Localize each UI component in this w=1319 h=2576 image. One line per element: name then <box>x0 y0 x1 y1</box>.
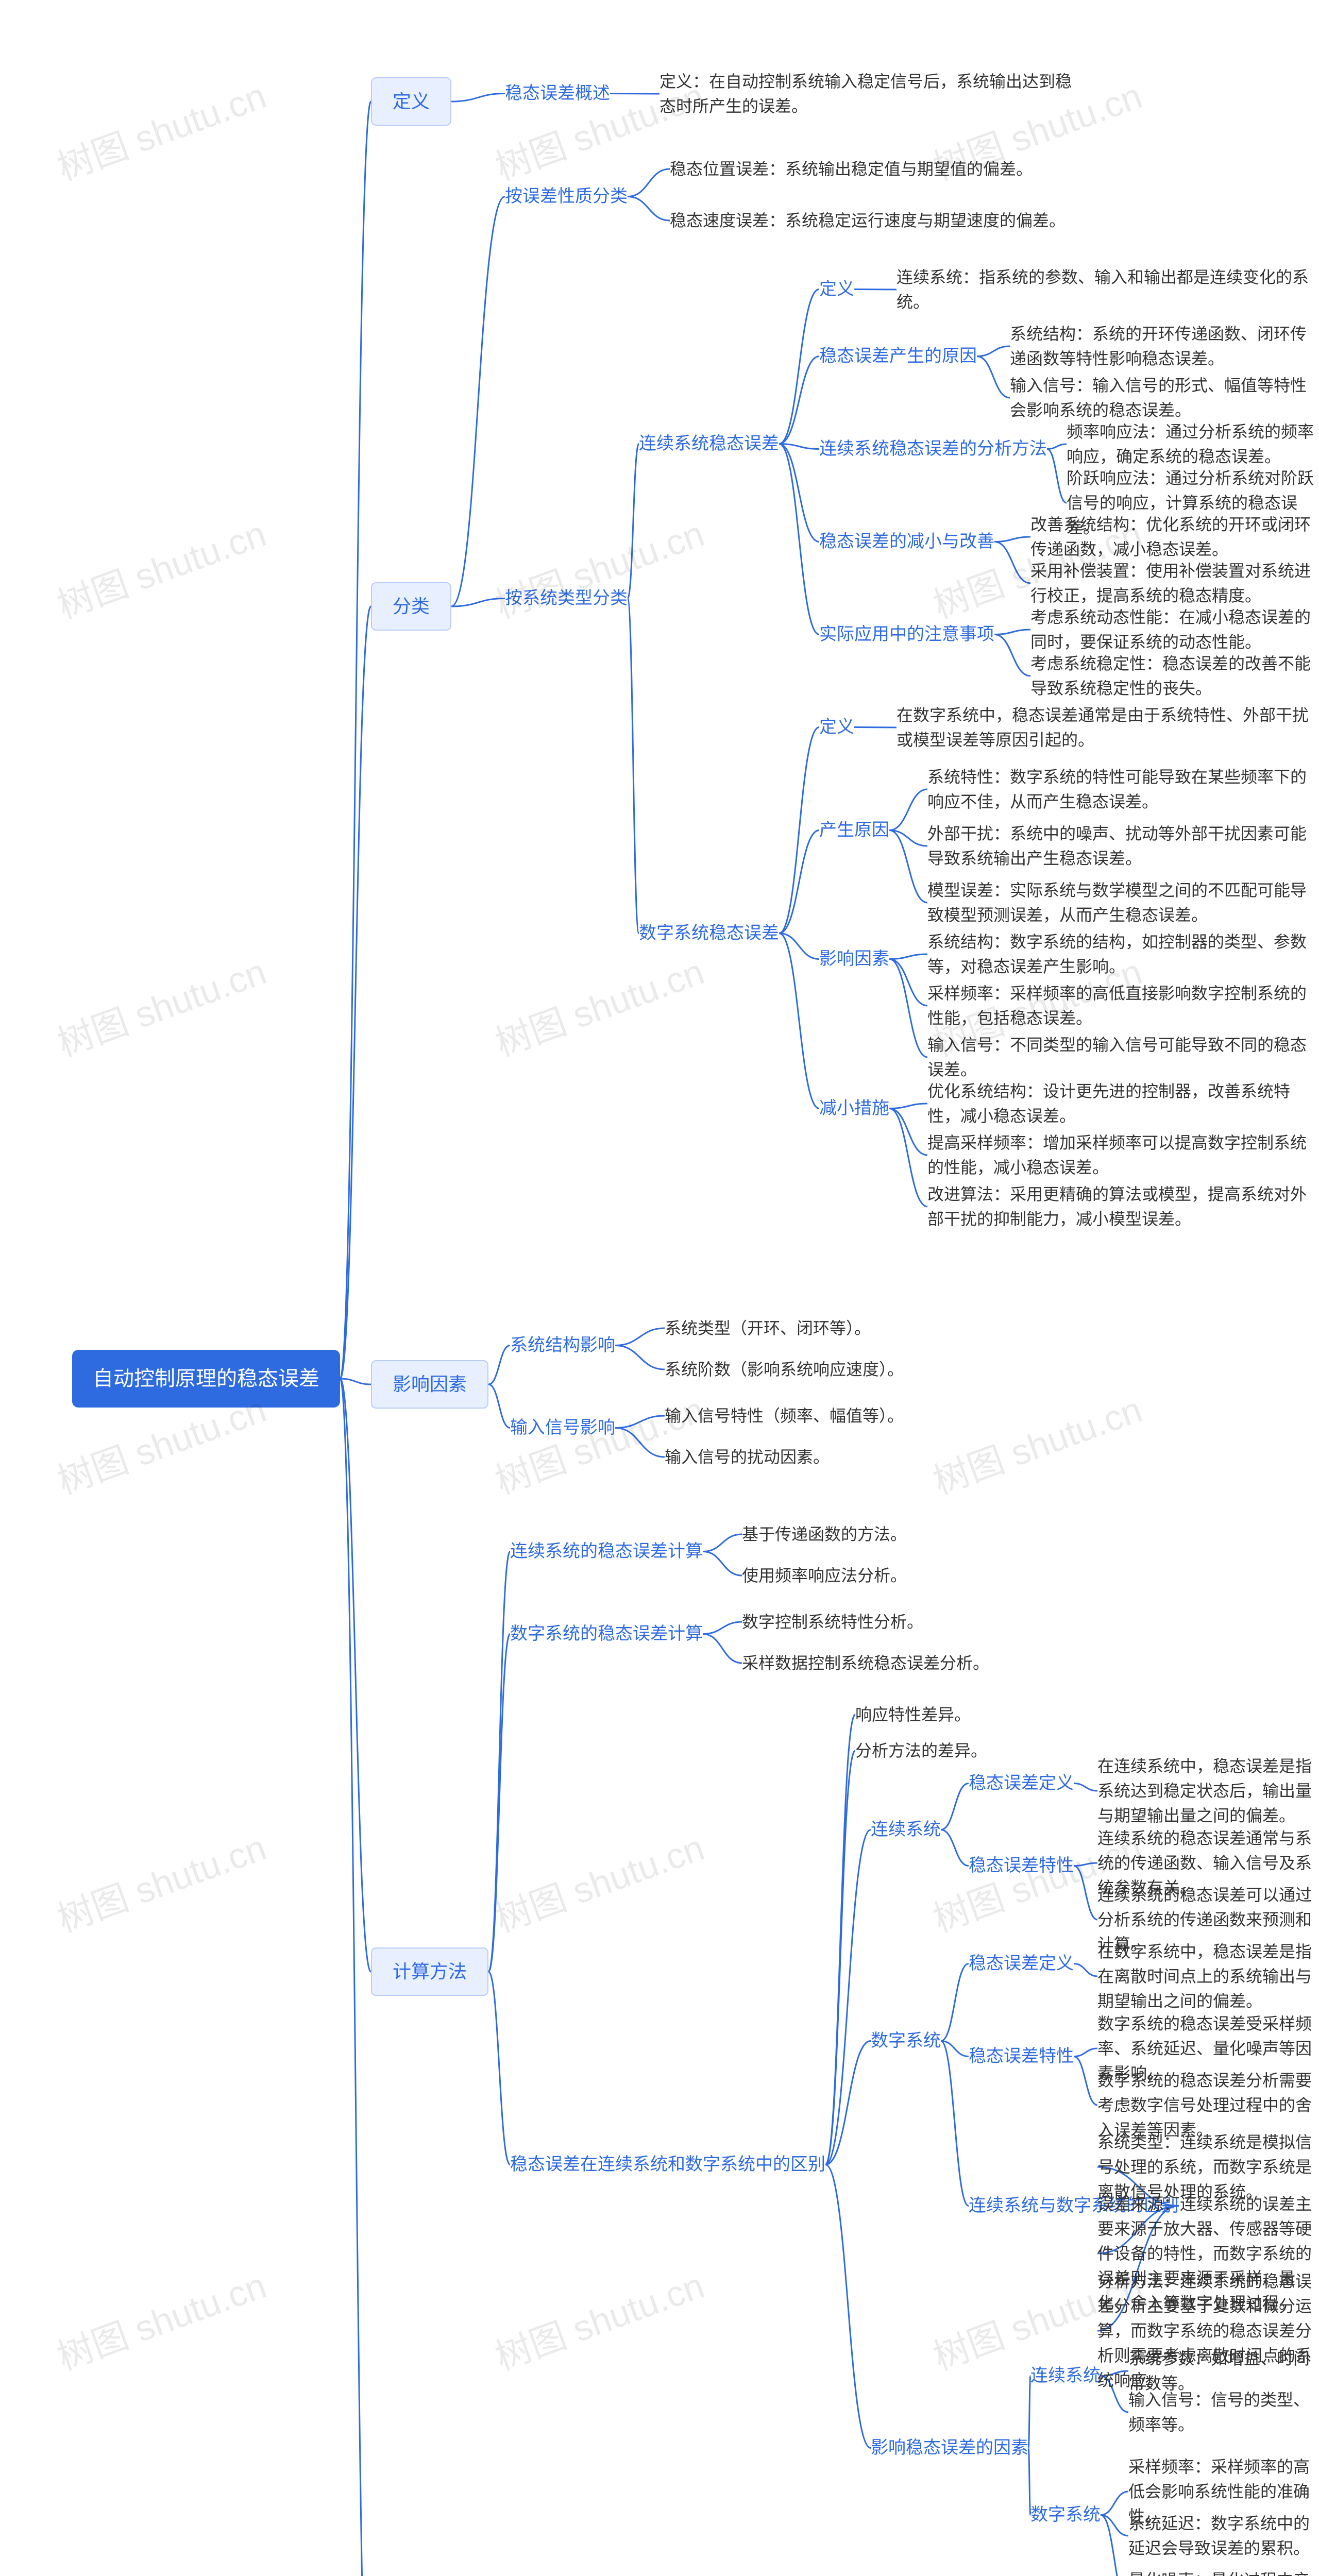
leaf-node: 模型误差：实际系统与数学模型之间的不匹配可能导致模型预测误差，从而产生稳态误差。 <box>927 876 1319 929</box>
branch-node[interactable]: 数字系统 <box>871 2025 941 2057</box>
leaf-node: 改进算法：采用更精确的算法或模型，提高系统对外部干扰的抑制能力，减小模型误差。 <box>927 1180 1319 1233</box>
branch-node[interactable]: 稳态误差概述 <box>505 77 610 110</box>
leaf-node: 采样数据控制系统稳态误差分析。 <box>742 1649 989 1677</box>
leaf-node: 稳态速度误差：系统稳定运行速度与期望速度的偏差。 <box>670 206 1066 235</box>
branch-node[interactable]: 产生原因 <box>819 814 889 846</box>
watermark: 树图 shutu.cn <box>487 1819 711 1943</box>
leaf-node: 稳态位置误差：系统输出稳定值与期望值的偏差。 <box>670 155 1033 183</box>
cat-definition[interactable]: 定义 <box>371 77 451 126</box>
watermark: 树图 shutu.cn <box>49 943 273 1067</box>
leaf-node: 考虑系统稳定性：稳态误差的改善不能导致系统稳定性的丧失。 <box>1030 649 1319 703</box>
branch-node[interactable]: 定义 <box>819 273 854 306</box>
leaf-node: 系统结构：系统的开环传递函数、闭环传递函数等特性影响稳态误差。 <box>1010 319 1319 373</box>
leaf-node: 在连续系统中，稳态误差是指系统达到稳定状态后，输出量与期望输出量之间的偏差。 <box>1097 1752 1319 1830</box>
leaf-node: 输入信号：信号的类型、频率等。 <box>1128 2385 1319 2439</box>
watermark: 树图 shutu.cn <box>49 67 273 191</box>
leaf-node: 采用补偿装置：使用补偿装置对系统进行校正，提高系统的稳态精度。 <box>1030 556 1319 610</box>
leaf-node: 系统特性：数字系统的特性可能导致在某些频率下的响应不佳，从而产生稳态误差。 <box>927 762 1319 816</box>
branch-node[interactable]: 连续系统的稳态误差计算 <box>510 1535 703 1568</box>
cat-methods[interactable]: 计算方法 <box>371 1947 488 1996</box>
leaf-node: 数字控制系统特性分析。 <box>742 1607 923 1636</box>
branch-node[interactable]: 影响因素 <box>819 943 889 975</box>
branch-node[interactable]: 影响稳态误差的因素 <box>871 2432 1028 2464</box>
branch-node[interactable]: 连续系统稳态误差 <box>639 428 779 460</box>
leaf-node: 使用频率响应法分析。 <box>742 1561 907 1590</box>
watermark: 树图 shutu.cn <box>487 943 711 1067</box>
watermark: 树图 shutu.cn <box>49 505 273 629</box>
cat-factors[interactable]: 影响因素 <box>371 1360 488 1409</box>
branch-node[interactable]: 稳态误差的减小与改善 <box>819 526 994 558</box>
leaf-node: 在数字系统中，稳态误差通常是由于系统特性、外部干扰或模型误差等原因引起的。 <box>897 701 1319 754</box>
branch-node[interactable]: 稳态误差定义 <box>969 1767 1074 1800</box>
branch-node[interactable]: 稳态误差特性 <box>969 1850 1074 1882</box>
branch-node[interactable]: 系统结构影响 <box>510 1329 615 1362</box>
branch-node[interactable]: 稳态误差特性 <box>969 2040 1074 2073</box>
leaf-node: 系统类型（开环、闭环等）。 <box>665 1314 871 1343</box>
branch-node[interactable]: 数字系统 <box>1030 2499 1101 2531</box>
leaf-node: 输入信号：输入信号的形式、幅值等特性会影响系统的稳态误差。 <box>1010 371 1319 425</box>
leaf-node: 外部干扰：系统中的噪声、扰动等外部干扰因素可能导致系统输出产生稳态误差。 <box>927 819 1319 873</box>
branch-node[interactable]: 实际应用中的注意事项 <box>819 618 994 651</box>
watermark: 树图 shutu.cn <box>49 2257 273 2381</box>
branch-node[interactable]: 定义 <box>819 711 854 743</box>
leaf-node: 提高采样频率：增加采样频率可以提高数字控制系统的性能，减小稳态误差。 <box>927 1128 1319 1182</box>
leaf-node: 考虑系统动态性能：在减小稳态误差的同时，要保证系统的动态性能。 <box>1030 603 1319 656</box>
leaf-node: 响应特性差异。 <box>855 1700 971 1729</box>
leaf-node: 采样频率：采样频率的高低直接影响数字控制系统的性能，包括稳态误差。 <box>927 979 1319 1032</box>
branch-node[interactable]: 连续系统 <box>1030 2360 1101 2392</box>
branch-node[interactable]: 数字系统稳态误差 <box>639 917 779 950</box>
leaf-node: 改善系统结构：优化系统的开环或闭环传递函数，减小稳态误差。 <box>1030 510 1319 564</box>
leaf-node: 优化系统结构：设计更先进的控制器，改善系统特性，减小稳态误差。 <box>927 1077 1319 1130</box>
branch-node[interactable]: 按误差性质分类 <box>505 180 628 213</box>
root-node[interactable]: 自动控制原理的稳态误差 <box>72 1350 340 1408</box>
leaf-node: 输入信号：不同类型的输入信号可能导致不同的稳态误差。 <box>927 1030 1319 1084</box>
leaf-node: 系统结构：数字系统的结构，如控制器的类型、参数等，对稳态误差产生影响。 <box>927 927 1319 981</box>
branch-node[interactable]: 输入信号影响 <box>510 1412 615 1444</box>
branch-node[interactable]: 减小措施 <box>819 1092 889 1125</box>
leaf-node: 输入信号特性（频率、幅值等）。 <box>665 1401 904 1430</box>
branch-node[interactable]: 稳态误差在连续系统和数字系统中的区别 <box>510 2148 825 2181</box>
leaf-node: 频率响应法：通过分析系统的频率响应，确定系统的稳态误差。 <box>1067 417 1319 471</box>
branch-node[interactable]: 按系统类型分类 <box>505 582 628 615</box>
leaf-node: 输入信号的扰动因素。 <box>665 1443 830 1471</box>
leaf-node: 定义：在自动控制系统输入稳定信号后，系统输出达到稳态时所产生的误差。 <box>660 67 1082 121</box>
watermark: 树图 shutu.cn <box>49 1819 273 1943</box>
branch-node[interactable]: 连续系统 <box>871 1814 941 1846</box>
leaf-node: 基于传递函数的方法。 <box>742 1520 907 1549</box>
branch-node[interactable]: 稳态误差产生的原因 <box>819 340 977 372</box>
leaf-node: 连续系统：指系统的参数、输入和输出都是连续变化的系统。 <box>897 263 1319 316</box>
mindmap-canvas: 自动控制原理的稳态误差 定义 分类 影响因素 计算方法 应用领域 稳态误差概述 … <box>0 0 1319 2576</box>
leaf-node: 量化噪声：量化过程中产生的噪声会影响系统的稳态误差。 <box>1128 2566 1319 2576</box>
leaf-node: 分析方法的差异。 <box>855 1736 987 1765</box>
leaf-node: 在数字系统中，稳态误差是指在离散时间点上的系统输出与期望输出之间的偏差。 <box>1097 1937 1319 2015</box>
leaf-node: 系统阶数（影响系统响应速度）。 <box>665 1355 904 1384</box>
watermark: 树图 shutu.cn <box>487 2257 711 2381</box>
branch-node[interactable]: 稳态误差定义 <box>969 1947 1074 1980</box>
branch-node[interactable]: 数字系统的稳态误差计算 <box>510 1618 703 1650</box>
watermark: 树图 shutu.cn <box>925 1381 1148 1505</box>
cat-classification[interactable]: 分类 <box>371 582 451 631</box>
leaf-node: 系统延迟：数字系统中的延迟会导致误差的累积。 <box>1128 2509 1319 2563</box>
branch-node[interactable]: 连续系统稳态误差的分析方法 <box>819 433 1047 465</box>
